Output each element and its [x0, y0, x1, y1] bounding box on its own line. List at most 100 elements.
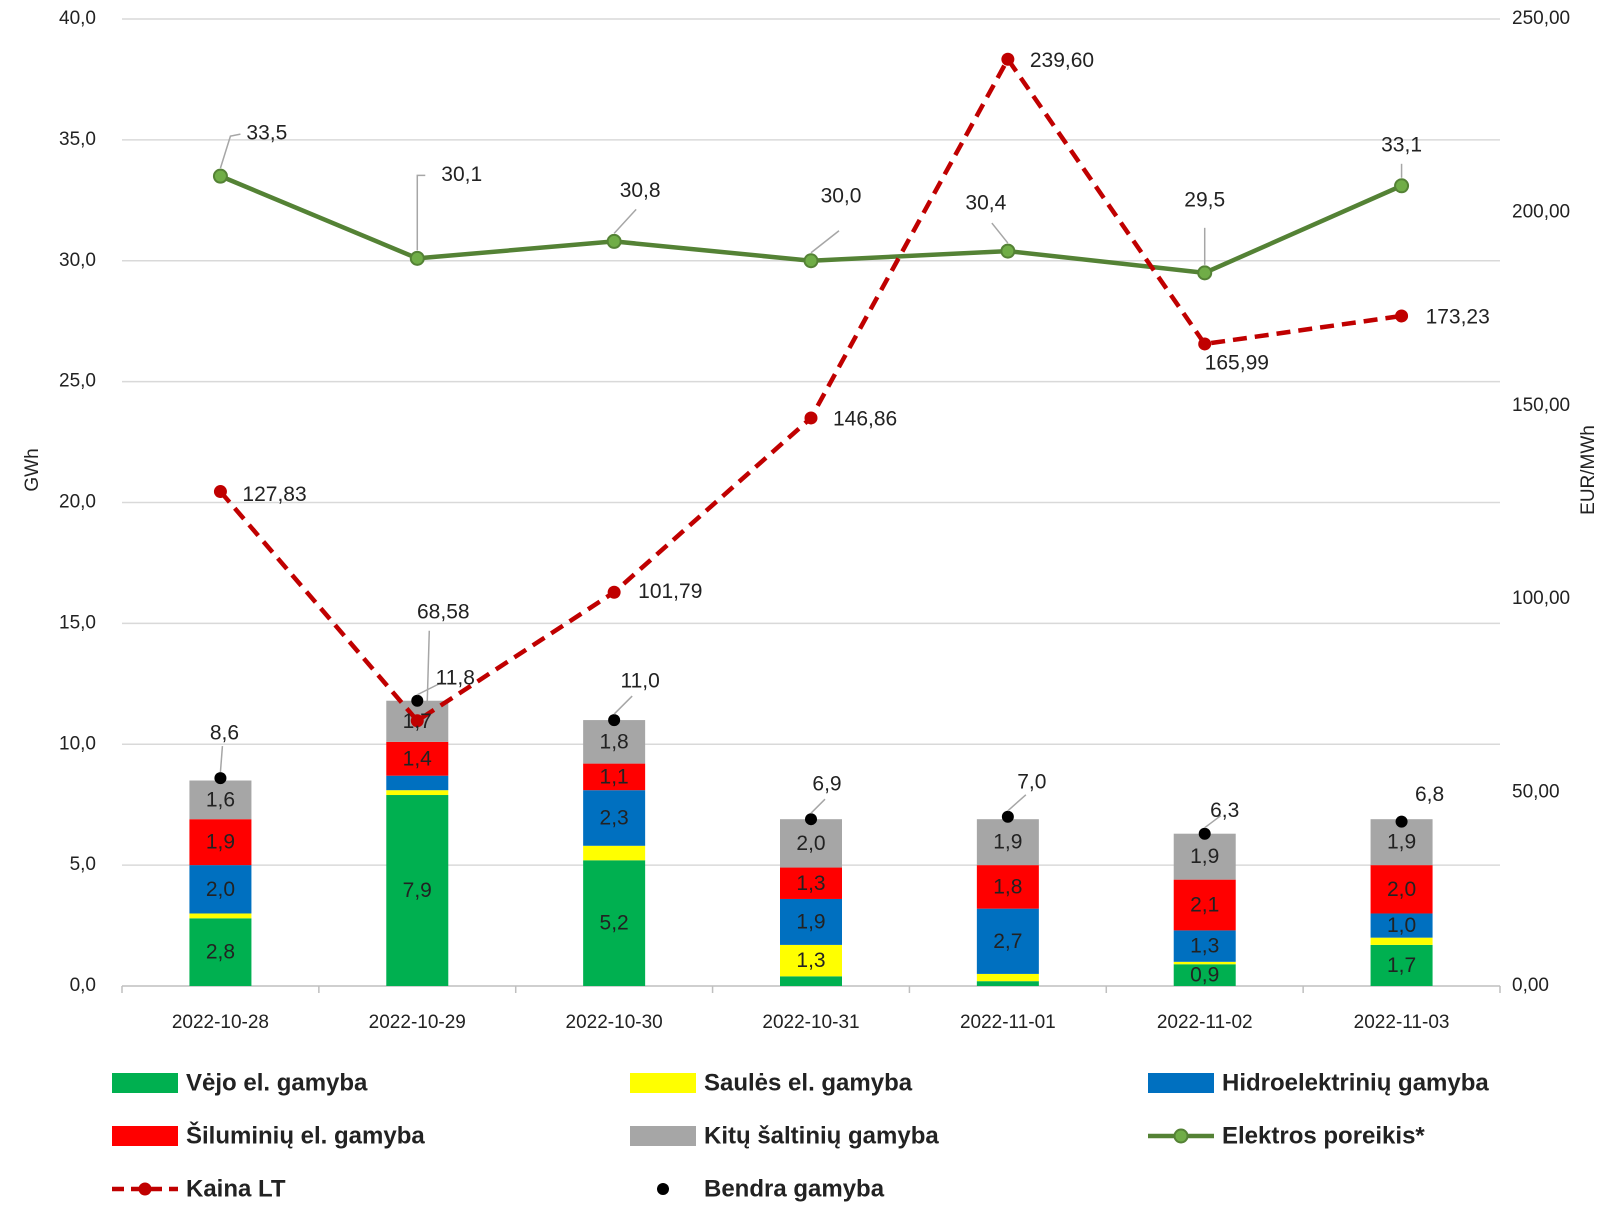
y-axis-left: 0,0 5,0 10,0 15,0 20,0 25,0 30,0 35,0 40,0: [59, 8, 96, 996]
label-leader: [416, 174, 426, 251]
label-leader: [991, 222, 1009, 244]
price-label: 146,86: [833, 407, 897, 430]
bar-thermal: [1173, 879, 1236, 931]
total-label: 11,0: [620, 670, 659, 693]
bar-label-wind: 5,2: [600, 912, 629, 935]
legend-swatch-solar: [630, 1073, 696, 1093]
line-series: [212, 52, 1410, 840]
total-point: [1198, 827, 1211, 840]
bar-label-other: 1,9: [993, 831, 1022, 854]
bar-solar: [976, 973, 1039, 982]
bar-label-other: 1,6: [206, 788, 235, 811]
y-axis-right: 0,00 50,00 100,00 150,00 200,00 250,00: [1512, 8, 1570, 996]
bar-label-wind: 0,9: [1190, 964, 1219, 987]
label-leader: [810, 798, 826, 814]
total-label: 11,8: [436, 666, 475, 689]
bar-wind: [189, 918, 252, 986]
label-leader: [416, 682, 442, 696]
label-leader: [1007, 794, 1027, 812]
price-point: [213, 485, 227, 499]
legend-label-demand: Elektros poreikis*: [1222, 1122, 1425, 1149]
bar-wind: [583, 860, 646, 986]
y2-tick-label: 0,00: [1512, 975, 1549, 996]
demand-point: [409, 250, 425, 266]
y-tick-label: 5,0: [70, 854, 96, 875]
bar-hydro: [1370, 913, 1433, 938]
y-tick-label: 10,0: [59, 733, 96, 754]
bar-thermal: [189, 819, 252, 866]
bar-wind: [1173, 964, 1236, 986]
label-leader: [416, 630, 431, 714]
data-labels: 2,8 2,0 1,9 1,6 7,9 1,4 1,7 5,2 2,3 1,1 1,8 1,3 1,9 1…: [206, 49, 1490, 987]
y-tick-label: 0,0: [70, 975, 96, 996]
legend-marker-demand: [1173, 1128, 1189, 1144]
bar-other: [976, 819, 1039, 866]
label-leader: [1204, 815, 1222, 829]
bar-label-thermal: 1,1: [600, 765, 629, 788]
bar-label-solar: 1,3: [796, 949, 825, 972]
bar-thermal: [1370, 865, 1433, 914]
legend-label-price: Kaina LT: [186, 1175, 286, 1202]
label-leader: [810, 230, 840, 254]
bar-thermal: [976, 865, 1039, 909]
y2-tick-label: 50,00: [1512, 782, 1560, 803]
y-tick-label: 35,0: [59, 129, 96, 150]
legend-swatch-hydro: [1148, 1073, 1214, 1093]
bar-label-other: 2,0: [796, 832, 825, 855]
y2-tick-label: 250,00: [1512, 8, 1570, 29]
bar-label-thermal: 2,1: [1190, 894, 1219, 917]
x-tick-label: 2022-10-31: [762, 1012, 859, 1033]
legend: Vėjo el. gamyba Saulės el. gamyba Hidroele…: [112, 1069, 1489, 1202]
label-leader: [613, 695, 633, 715]
bar-label-hydro: 2,3: [600, 807, 629, 830]
price-label: 239,60: [1030, 49, 1094, 72]
bar-solar: [1173, 961, 1236, 965]
bar-hydro: [780, 898, 842, 945]
bar-hydro: [189, 865, 252, 914]
total-label: 8,6: [210, 722, 239, 745]
bar-label-wind: 7,9: [403, 879, 432, 902]
gridlines: [122, 18, 1500, 987]
bar-other: [780, 819, 842, 868]
bar-label-thermal: 1,8: [993, 875, 1022, 898]
demand-label: 29,5: [1184, 188, 1225, 211]
bar-hydro: [583, 790, 646, 846]
bar-label-hydro: 1,0: [1387, 914, 1416, 937]
bar-hydro: [386, 775, 449, 791]
total-label: 6,9: [812, 773, 841, 796]
bar-hydro: [1173, 930, 1236, 962]
y-tick-label: 40,0: [59, 8, 96, 29]
bar-other: [189, 780, 252, 820]
price-point: [1198, 337, 1212, 351]
y2-axis-title: EUR/MWh: [1578, 425, 1599, 515]
bar-wind: [780, 976, 842, 986]
demand-point: [1197, 265, 1213, 281]
y-tick-label: 15,0: [59, 612, 96, 633]
price-point: [607, 585, 621, 599]
bar-hydro: [976, 908, 1039, 974]
demand-point: [606, 233, 622, 249]
y2-tick-label: 150,00: [1512, 395, 1570, 416]
bar-label-wind: 2,8: [206, 941, 235, 964]
price-label: 165,99: [1205, 351, 1269, 374]
bar-label-hydro: 2,7: [993, 930, 1022, 953]
legend-label-solar: Saulės el. gamyba: [704, 1069, 913, 1096]
label-leader: [219, 746, 224, 773]
total-point: [214, 772, 227, 785]
legend-label-hydro: Hidroelektrinių gamyba: [1222, 1069, 1489, 1096]
bar-label-wind: 1,7: [1387, 954, 1416, 977]
price-point: [1395, 309, 1409, 323]
demand-point: [803, 253, 819, 269]
price-point: [1001, 52, 1015, 66]
bar-solar: [386, 790, 449, 796]
legend-label-total: Bendra gamyba: [704, 1175, 885, 1202]
price-label: 68,58: [417, 600, 470, 623]
price-label: 127,83: [242, 483, 306, 506]
bar-solar: [583, 845, 646, 861]
bar-wind: [386, 795, 449, 986]
legend-swatch-total: [657, 1183, 669, 1195]
bar-label-thermal: 1,9: [206, 831, 235, 854]
x-tick-label: 2022-11-02: [1157, 1012, 1253, 1033]
demand-label: 33,1: [1381, 133, 1422, 156]
